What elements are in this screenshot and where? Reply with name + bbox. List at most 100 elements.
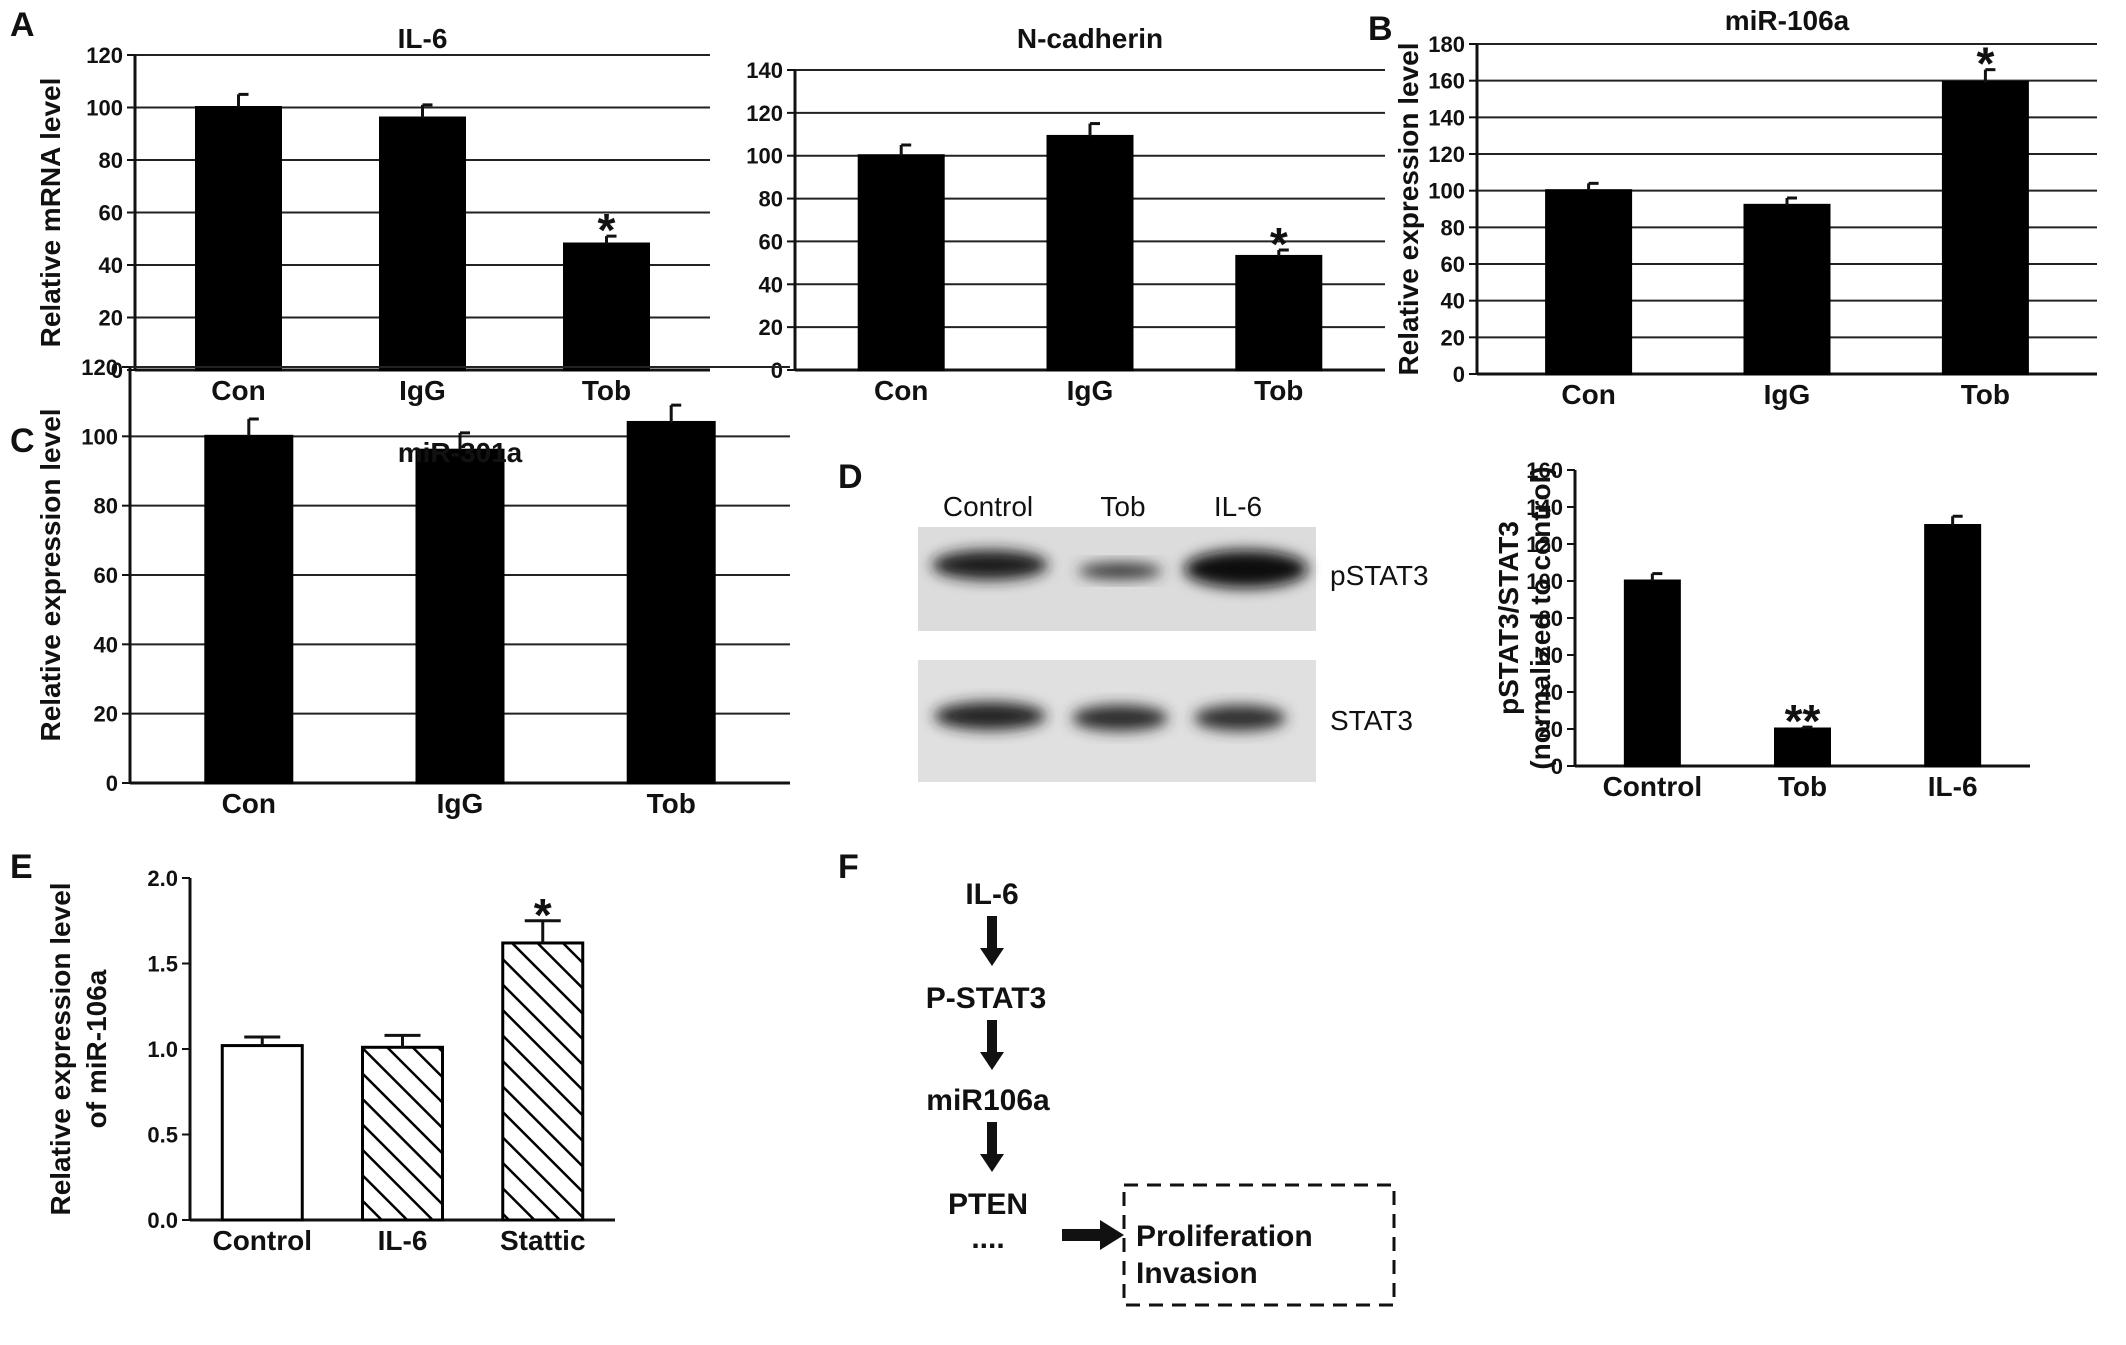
panel-letter-e: E	[10, 848, 33, 886]
y-axis-label: Relative expression level	[35, 408, 66, 741]
y-tick-label: 100	[81, 424, 118, 449]
y-tick-label: 140	[746, 58, 783, 83]
panel-letter-f: F	[838, 848, 859, 886]
y-tick-label: 140	[1526, 495, 1563, 520]
bar-igg	[415, 448, 505, 785]
bar-igg	[1743, 203, 1831, 376]
y-tick-label: 80	[1539, 606, 1563, 631]
y-tick-label: 80	[94, 494, 118, 519]
y-axis-label: Relative mRNA level	[35, 78, 66, 348]
band-stat3-tob	[1072, 705, 1168, 731]
y-tick-label: 40	[1441, 289, 1465, 314]
chart-title: miR-106a	[1725, 5, 1850, 36]
y-tick-label: 80	[759, 187, 783, 212]
blot-row-label-pstat3: pSTAT3	[1330, 560, 1429, 591]
y-tick-label: 0	[111, 358, 123, 383]
bar-tob	[626, 420, 716, 785]
y-tick-label: 0.0	[147, 1208, 178, 1233]
y-axis-label: pSTAT3/STAT3	[1493, 521, 1524, 715]
significance-label: **	[1785, 695, 1821, 747]
band-pstat3-tob	[1078, 563, 1162, 579]
bar-stattic	[501, 941, 585, 1222]
bar-igg	[379, 116, 466, 372]
bar-tob	[1774, 727, 1831, 768]
y-tick-label: 60	[94, 563, 118, 588]
category-label: Stattic	[500, 1225, 586, 1256]
pathway-step-pten: PTEN	[948, 1188, 1028, 1221]
bar-con	[204, 434, 294, 785]
y-tick-label: 100	[1526, 569, 1563, 594]
category-label: Con	[211, 375, 265, 406]
bar-control	[220, 1044, 304, 1222]
y-axis-label: Relative expression level	[45, 882, 76, 1215]
category-label: IgG	[1764, 379, 1811, 410]
y-tick-label: 1.0	[147, 1037, 178, 1062]
chart-title: IL-6	[398, 23, 448, 54]
chart-title: miR-301a	[398, 437, 523, 468]
chart-mir106a: 0 20 40 60 80 100 120 140 160 180 Con IgG * Tob miR-10…	[1393, 5, 2097, 410]
arrow-shaft-3	[987, 1122, 997, 1156]
category-label: IL-6	[1928, 771, 1978, 802]
y-tick-label: 120	[81, 355, 118, 380]
pathway-step-pstat3: P-STAT3	[926, 982, 1047, 1015]
chart-title: N-cadherin	[1017, 23, 1163, 54]
y-axis-label-line2: of miR-106a	[81, 969, 112, 1128]
y-tick-label: 40	[759, 272, 783, 297]
blot-row-label-stat3: STAT3	[1330, 705, 1413, 736]
y-tick-label: 40	[94, 632, 118, 657]
y-tick-label: 160	[1526, 458, 1563, 483]
pathway-ellipsis: ....	[971, 1222, 1004, 1255]
blot-lane-label-il6: IL-6	[1214, 491, 1262, 522]
y-tick-label: 120	[1526, 532, 1563, 557]
category-label: Con	[1561, 379, 1615, 410]
y-tick-label: 20	[99, 306, 123, 331]
y-tick-label: 140	[1428, 105, 1465, 130]
arrow-shaft-1	[987, 916, 997, 950]
chart-mir301a: 0 20 40 60 80 100 120 Con IgG Tob miR-301a Relative…	[35, 355, 790, 819]
bar-control	[1623, 579, 1681, 768]
arrow-head-2	[980, 1052, 1004, 1070]
y-tick-label: 120	[746, 101, 783, 126]
chart-n-cadherin: 0 20 40 60 80 100 120 140 Con IgG * Tob N-cadherin	[746, 23, 1385, 406]
bar-tob	[1941, 81, 2029, 376]
category-label: IgG	[437, 788, 484, 819]
y-tick-label: 120	[1428, 142, 1465, 167]
panel-letter-c: C	[10, 422, 35, 460]
y-axis-label-line2: (normalized to control)	[1525, 466, 1556, 769]
category-label: IL-6	[378, 1225, 428, 1256]
band-stat3-il6	[1194, 705, 1286, 731]
y-tick-label: 80	[1441, 215, 1465, 240]
y-tick-label: 60	[1539, 643, 1563, 668]
category-label: Tob	[582, 375, 631, 406]
y-tick-label: 180	[1428, 32, 1465, 57]
band-pstat3-control	[932, 550, 1048, 580]
bar-igg	[1046, 134, 1134, 372]
outcome-proliferation: Proliferation	[1136, 1220, 1313, 1253]
y-tick-label: 100	[86, 96, 123, 121]
significance-label: *	[1976, 38, 1994, 90]
panel-letter-d: D	[838, 458, 863, 496]
chart-mir106a-stattic: 0.0 0.5 1.0 1.5 2.0 Control IL-6 * Stattic Relati…	[45, 866, 615, 1256]
y-tick-label: 60	[1441, 252, 1465, 277]
category-label: Con	[222, 788, 276, 819]
category-label: IgG	[1067, 375, 1114, 406]
y-tick-label: 120	[86, 43, 123, 68]
western-blot: Control Tob IL-6 pSTAT3 STAT3	[918, 491, 1429, 782]
bar-il-6	[361, 1045, 444, 1222]
panel-letter-a: A	[10, 6, 35, 44]
blot-lane-label-control: Control	[943, 491, 1033, 522]
category-label: Tob	[1254, 375, 1303, 406]
arrow-shaft-2	[987, 1020, 997, 1054]
bar-con	[195, 106, 282, 372]
category-label: Con	[874, 375, 928, 406]
arrow-head-1	[980, 948, 1004, 966]
arrow-right-shaft	[1062, 1229, 1102, 1241]
bar-tob	[563, 242, 650, 372]
y-axis-label: Relative expression level	[1393, 42, 1424, 375]
y-tick-label: 80	[99, 148, 123, 173]
arrow-right-head	[1100, 1220, 1124, 1250]
y-tick-label: 40	[99, 253, 123, 278]
category-label: Tob	[1778, 771, 1827, 802]
significance-label: *	[598, 204, 616, 256]
bar-con	[1545, 189, 1633, 376]
